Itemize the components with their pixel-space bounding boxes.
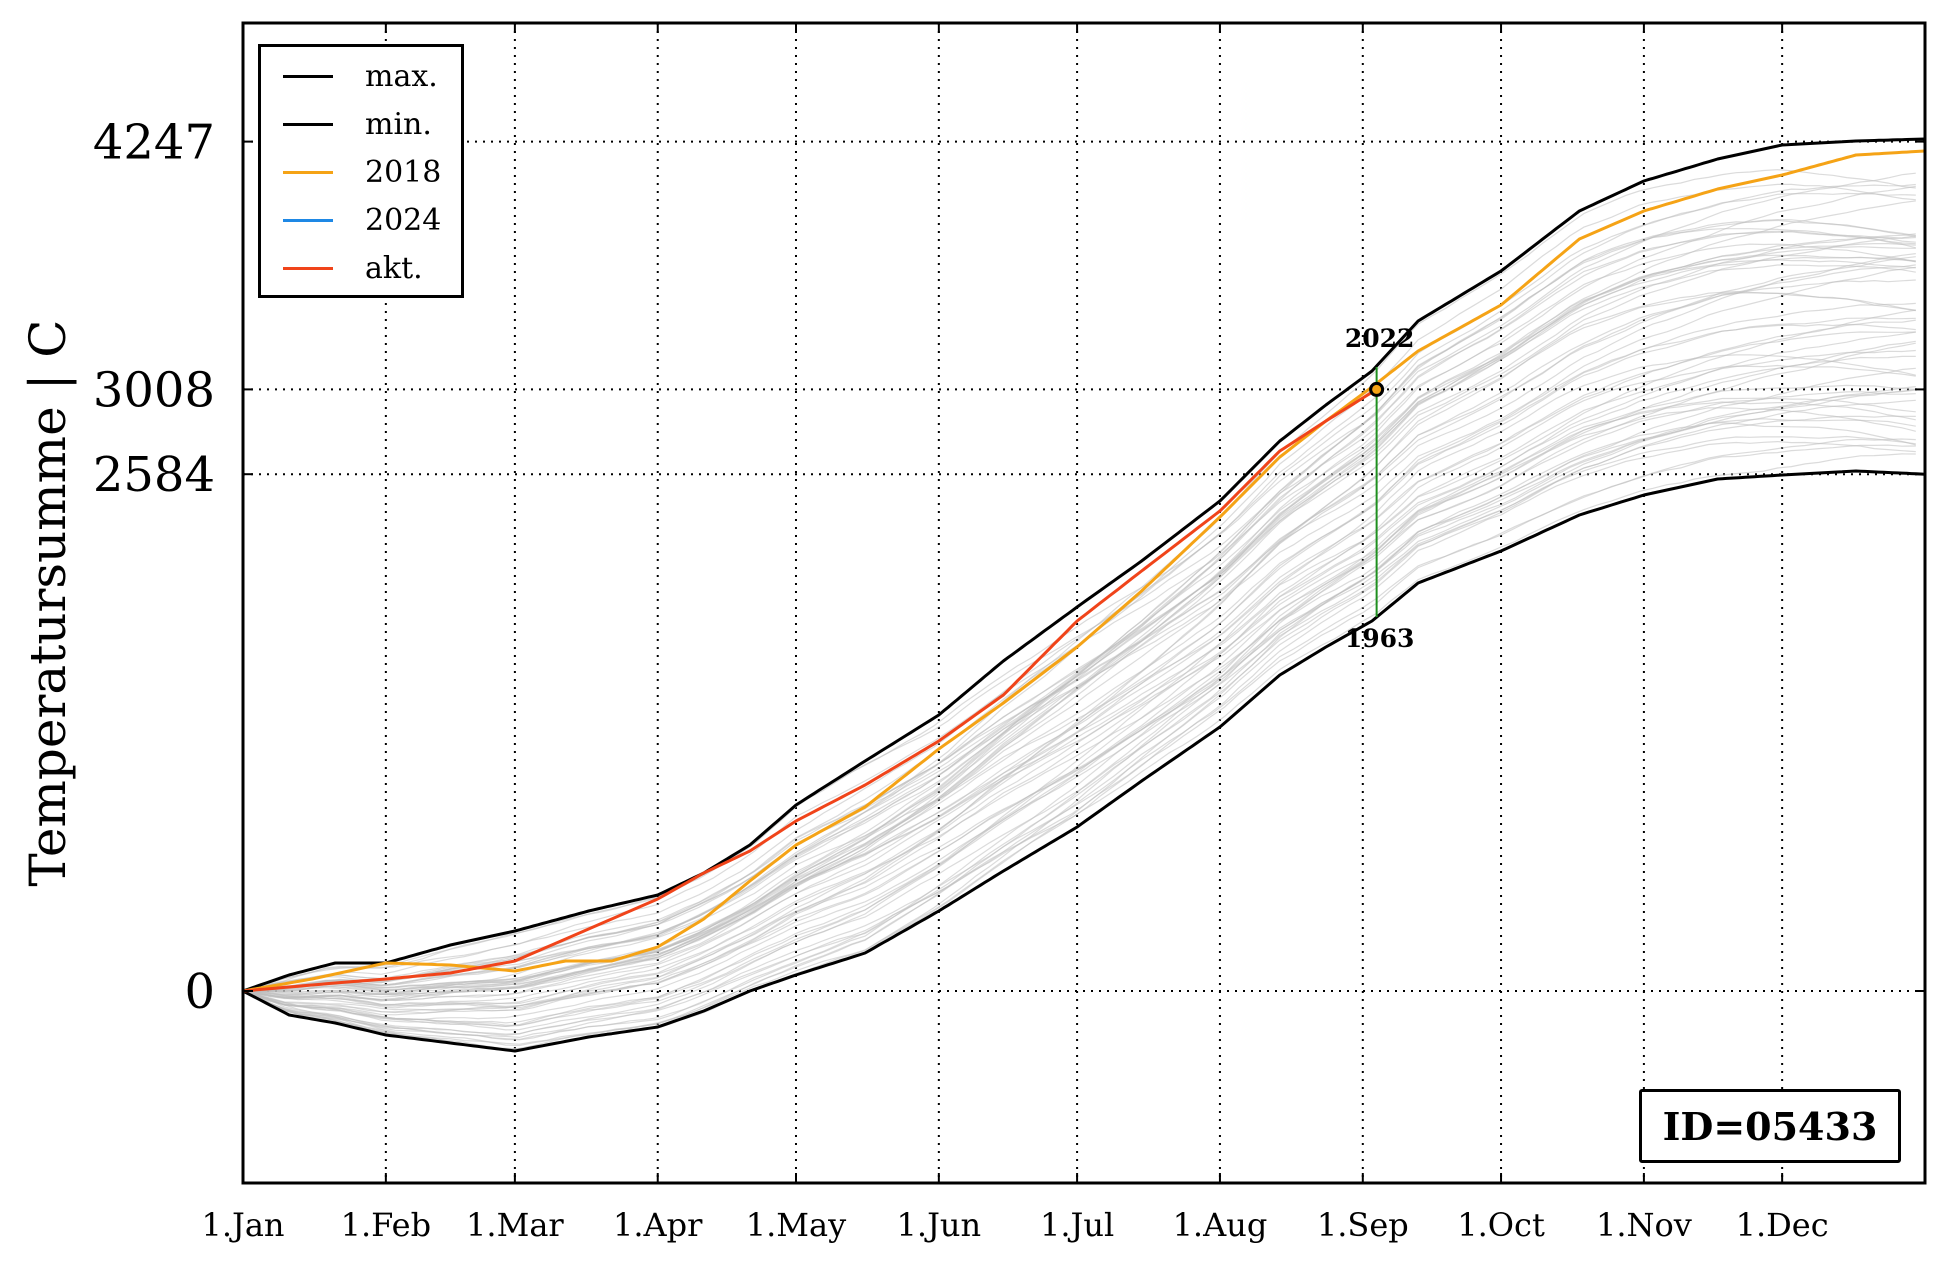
background-year-line [242, 317, 1916, 1002]
annotations: 2022 1963 [1345, 324, 1415, 653]
background-year-line [243, 264, 1916, 996]
background-year-line [242, 399, 1916, 1021]
background-year-line [242, 391, 1916, 1024]
background-year-line [242, 388, 1916, 1013]
legend-swatch-2018 [283, 171, 333, 174]
x-tick-label: 1.May [746, 1206, 846, 1244]
background-year-line [242, 415, 1916, 1027]
background-year-line [242, 266, 1916, 993]
series-line-max [242, 137, 1926, 993]
background-year-line [242, 253, 1916, 992]
background-year-line [242, 354, 1916, 1031]
legend-swatch-akt [283, 267, 333, 270]
legend-item-akt: akt. [261, 245, 461, 293]
annotation-label: 1963 [1345, 624, 1415, 653]
axis-ticks: 1.Jan 1.Feb 1.Mar 1.Apr 1.May 1.Jun 1.Jul 1.Aug… [93, 23, 1925, 1244]
plot-frame [241, 21, 1927, 1185]
y-tick-label: 2584 [93, 447, 215, 503]
grid-lines [242, 23, 1925, 1183]
background-year-line [242, 230, 1916, 993]
legend-item-min: min. [261, 101, 461, 149]
background-year-lines [242, 169, 1916, 1052]
legend-swatch-2024 [283, 219, 333, 222]
background-year-line [242, 418, 1916, 1041]
legend-item-2024: 2024 [261, 197, 461, 245]
y-tick-label: 3008 [93, 362, 215, 418]
background-year-line [242, 302, 1916, 997]
x-tick-label: 1.Jul [1040, 1206, 1114, 1244]
y-tick-label: 4247 [93, 115, 215, 171]
background-year-line [242, 407, 1916, 1050]
series-line-min [242, 469, 1926, 1053]
background-year-line [242, 183, 1916, 993]
background-year-line [242, 200, 1916, 991]
x-tick-label: 1.Aug [1173, 1206, 1268, 1244]
x-tick-label: 1.Feb [341, 1206, 431, 1244]
y-axis-label: Temperatursumme | C [19, 319, 77, 887]
background-year-line [242, 386, 1916, 1016]
background-year-line [242, 183, 1916, 992]
background-year-line [242, 331, 1916, 1001]
x-tick-label: 1.Nov [1596, 1206, 1692, 1244]
legend-item-max: max. [261, 53, 461, 101]
background-year-line [242, 256, 1916, 991]
legend-label-max: max. [365, 59, 438, 94]
legend-label-2024: 2024 [365, 203, 442, 238]
background-year-line [242, 355, 1916, 1011]
background-year-line [242, 172, 1916, 992]
y-tick-label: 0 [184, 964, 215, 1020]
background-year-line [243, 254, 1916, 993]
x-tick-label: 1.Jun [897, 1206, 982, 1244]
x-tick-label: 1.Oct [1457, 1206, 1545, 1244]
background-year-line [242, 228, 1916, 991]
background-year-line [242, 231, 1916, 991]
background-year-line [242, 264, 1916, 993]
background-year-line [242, 349, 1916, 1009]
background-year-line [243, 259, 1916, 994]
legend-label-2018: 2018 [365, 155, 442, 190]
legend-label-min: min. [365, 107, 432, 142]
x-tick-label: 1.Jan [201, 1206, 284, 1244]
background-year-line [242, 290, 1916, 1007]
background-year-line [242, 279, 1916, 996]
background-year-line [242, 389, 1916, 1014]
current-marker [1369, 381, 1385, 397]
background-year-line [242, 364, 1916, 1027]
background-year-line [242, 236, 1916, 991]
series-line-akt [242, 388, 1378, 993]
legend-label-akt: akt. [365, 251, 423, 286]
annotation-label: 2022 [1345, 324, 1415, 353]
series-lines [242, 137, 1926, 1053]
series-line-2018 [242, 149, 1926, 993]
legend-swatch-min [283, 123, 333, 126]
background-year-line [242, 243, 1916, 995]
background-year-line [242, 319, 1916, 998]
background-year-line [242, 309, 1916, 996]
background-year-line [242, 331, 1916, 1001]
background-year-line [242, 384, 1916, 1028]
background-year-line [242, 397, 1916, 1041]
x-tick-label: 1.Dec [1736, 1206, 1829, 1244]
x-tick-label: 1.Sep [1317, 1206, 1409, 1244]
background-year-line [242, 292, 1916, 1009]
legend-item-2018: 2018 [261, 149, 461, 197]
legend: max. min. 2018 2024 akt. [258, 44, 464, 298]
x-tick-label: 1.Mar [466, 1206, 564, 1244]
background-year-line [242, 367, 1916, 1006]
background-year-line [242, 235, 1916, 991]
background-year-line [242, 453, 1916, 1036]
background-year-line [242, 185, 1916, 992]
station-id-box: ID=05433 [1639, 1089, 1901, 1163]
legend-swatch-max [283, 75, 333, 78]
x-tick-label: 1.Apr [613, 1206, 703, 1244]
background-year-line [242, 169, 1916, 991]
background-year-line [242, 435, 1916, 1045]
background-year-line [242, 323, 1916, 1006]
